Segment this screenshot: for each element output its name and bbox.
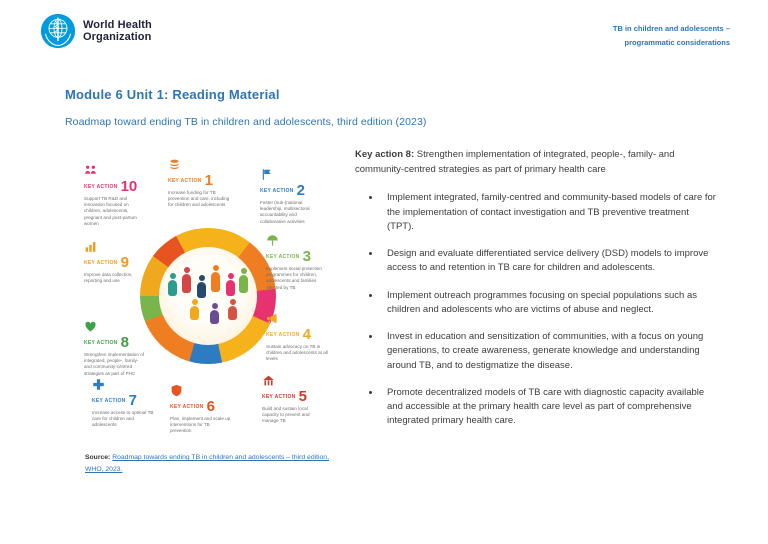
key-action-label: KEY ACTION — [260, 187, 294, 194]
who-logo-line1: World Health — [83, 18, 152, 31]
key-action-number: 4 — [302, 326, 311, 343]
bullet-item: Implement integrated, family-centred and… — [381, 191, 717, 234]
people-icon — [85, 165, 96, 174]
social-protection-icon — [267, 235, 278, 246]
capacity-building-icon — [263, 375, 274, 386]
key-action-number: 5 — [298, 388, 307, 405]
key-action-desc: Strengthen implementation of integrated,… — [84, 351, 145, 376]
key-action-9: KEY ACTION 9 Improve data collection, rep… — [84, 240, 140, 284]
who-logo: World Health Organization — [40, 13, 152, 49]
key-action-4: KEY ACTION 4 Sustain advocacy on TB in ch… — [266, 312, 328, 363]
key-action-label: KEY ACTION — [266, 253, 300, 260]
key-action-8-heading-bold: Key action 8: — [355, 149, 415, 160]
key-action-desc: Support TB R&D and innovation focused on… — [84, 195, 137, 227]
key-action-6: KEY ACTION 6 Plan, implement and scale up… — [170, 384, 232, 435]
key-action-number: 6 — [206, 398, 215, 415]
who-logo-wordmark: World Health Organization — [83, 19, 152, 43]
person-figure — [168, 273, 177, 296]
tagline-line1: TB in children and adolescents – — [612, 24, 730, 33]
key-action-number: 9 — [120, 254, 129, 271]
key-action-desc: Plan, implement and scale up interventio… — [170, 415, 231, 434]
bullet-item: Design and evaluate differentiated servi… — [381, 247, 717, 276]
bullet-item: Promote decentralized models of TB care … — [381, 386, 717, 429]
key-action-7: KEY ACTION 7 Increase access to optimal T… — [92, 378, 154, 429]
key-action-label: KEY ACTION — [266, 331, 300, 338]
key-action-10: KEY ACTION 10 Support TB R&D and innovati… — [84, 164, 146, 228]
crowd-illustration-background — [159, 247, 257, 345]
key-action-desc: Build and sustain local capacity to prev… — [262, 405, 310, 424]
crowd-illustration — [140, 228, 276, 364]
data-chart-icon — [85, 242, 96, 252]
document-tagline: TB in children and adolescents – program… — [613, 22, 730, 51]
document-title: Roadmap toward ending TB in children and… — [65, 116, 427, 128]
key-action-label: KEY ACTION — [84, 259, 118, 266]
key-action-desc: Increase funding for TB prevention and c… — [168, 189, 230, 208]
funding-icon — [170, 159, 179, 169]
source-line: Source: Roadmap towards ending TB in chi… — [85, 452, 335, 475]
person-figure — [190, 299, 199, 320]
integrated-care-icon — [85, 321, 96, 332]
who-emblem-icon — [40, 13, 76, 49]
who-logo-line2: Organization — [83, 31, 152, 43]
key-action-8-heading-text: Strengthen implementation of integrated,… — [355, 149, 675, 175]
person-figure — [211, 265, 220, 292]
key-action-label: KEY ACTION — [92, 397, 126, 404]
key-action-label: KEY ACTION — [84, 183, 118, 190]
person-figure — [182, 267, 191, 293]
key-action-desc: Implement social protection programmes f… — [266, 265, 322, 290]
prevention-icon — [171, 384, 182, 397]
key-action-5: KEY ACTION 5 Build and sustain local capa… — [262, 374, 324, 425]
key-action-label: KEY ACTION — [168, 177, 202, 184]
key-action-2: KEY ACTION 2 Foster (sub-)national leader… — [260, 168, 322, 225]
roadmap-infographic: KEY ACTION 10 Support TB R&D and innovati… — [82, 152, 334, 448]
person-figure — [210, 303, 219, 324]
source-link[interactable]: Roadmap towards ending TB in children an… — [85, 454, 329, 473]
advocacy-megaphone-icon — [267, 313, 277, 324]
bullet-item: Implement outreach programmes focusing o… — [381, 289, 717, 318]
key-action-number: 2 — [296, 182, 305, 199]
key-action-desc: Foster (sub-)national leadership, multis… — [260, 199, 310, 224]
reading-content: Key action 8: Strengthen implementation … — [355, 148, 717, 442]
person-figure — [228, 299, 237, 320]
key-action-label: KEY ACTION — [262, 393, 296, 400]
key-action-number: 3 — [302, 248, 311, 265]
bullet-list: Implement integrated, family-centred and… — [369, 191, 717, 428]
key-action-8-heading: Key action 8: Strengthen implementation … — [355, 148, 717, 177]
key-action-number: 7 — [128, 392, 137, 409]
key-action-1: KEY ACTION 1 Increase funding for TB prev… — [168, 158, 230, 209]
key-action-label: KEY ACTION — [170, 403, 204, 410]
key-action-8: KEY ACTION 8 Strengthen implementation of… — [84, 320, 146, 377]
key-action-desc: Increase access to optimal TB care for c… — [92, 409, 154, 428]
key-action-number: 8 — [120, 334, 129, 351]
person-figure — [226, 273, 235, 296]
leadership-icon — [262, 169, 271, 180]
person-figure — [239, 268, 248, 293]
tagline-line2: programmatic considerations — [624, 38, 730, 48]
person-figure — [197, 275, 206, 298]
module-title: Module 6 Unit 1: Reading Material — [65, 87, 280, 102]
bullet-item: Invest in education and sensitization of… — [381, 330, 717, 373]
tb-care-icon — [93, 379, 104, 390]
key-action-desc: Improve data collection, reporting and u… — [84, 271, 133, 283]
key-action-label: KEY ACTION — [84, 339, 118, 346]
key-action-desc: Sustain advocacy on TB in children and a… — [266, 343, 328, 362]
key-action-number: 1 — [204, 172, 213, 189]
key-action-number: 10 — [120, 178, 138, 195]
key-action-3: KEY ACTION 3 Implement social protection … — [266, 234, 328, 291]
source-label: Source: — [85, 454, 111, 461]
